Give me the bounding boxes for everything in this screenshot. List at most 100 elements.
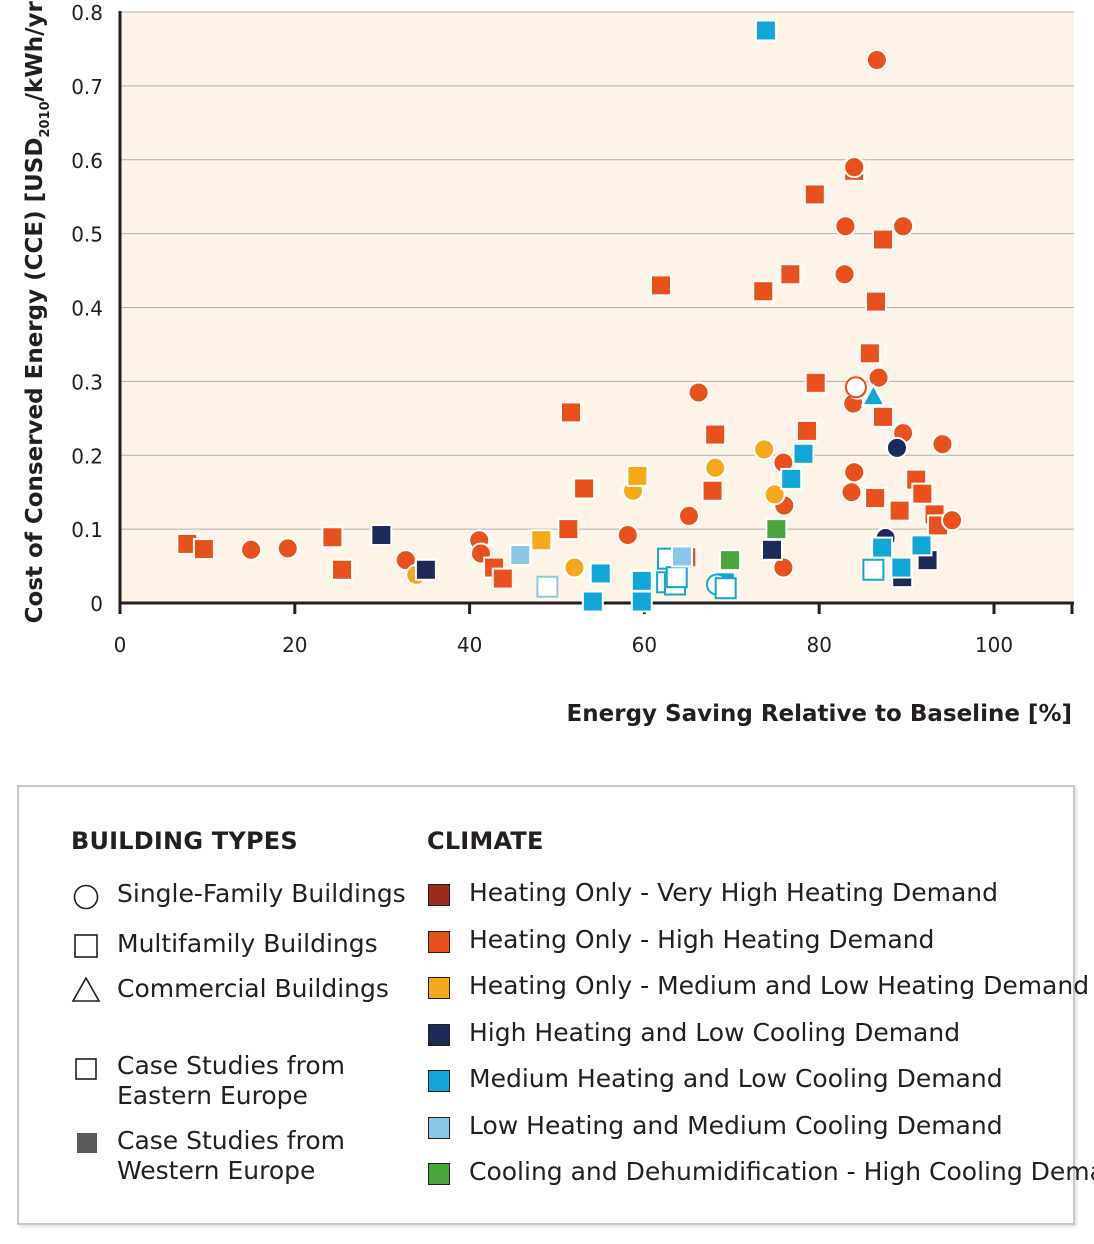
y-tick-label: 0.3 (71, 370, 103, 394)
data-point (804, 371, 827, 394)
data-point (772, 556, 795, 579)
data-point (765, 518, 788, 541)
data-point (865, 49, 888, 72)
y-axis-label-subscript: 2010 (38, 101, 53, 137)
y-tick-label: 0.5 (71, 223, 103, 247)
y-axis-label: Cost of Conserved Energy (CCE) [USD2010/… (22, 0, 53, 623)
y-tick-labels: 0 0.1 0.2 0.3 0.4 0.5 0.6 0.7 0.8 (71, 1, 103, 616)
data-point (890, 556, 913, 579)
data-point (670, 545, 693, 568)
data-point (858, 342, 881, 365)
data-point (888, 499, 911, 522)
data-point (530, 529, 553, 552)
data-point (704, 456, 727, 479)
data-point (491, 567, 514, 590)
data-point (573, 477, 596, 500)
x-axis-label: Energy Saving Relative to Baseline [%] (567, 701, 1072, 727)
x-tick-label: 100 (975, 633, 1013, 657)
data-point (931, 433, 954, 456)
data-point (650, 274, 673, 297)
data-point (414, 558, 437, 581)
data-point (780, 467, 803, 490)
data-point (616, 524, 639, 547)
y-tick-label: 0.4 (71, 297, 103, 321)
data-point (860, 383, 887, 407)
x-tick-label: 80 (806, 633, 831, 657)
data-point (872, 405, 895, 428)
x-tick-label: 0 (114, 633, 127, 657)
legend-item-multifamily: Multifamily Buildings (117, 929, 378, 958)
legend-climate-item: Cooling and Dehumidification - High Cool… (469, 1157, 1094, 1186)
y-tick-label: 0 (90, 592, 103, 616)
data-point (240, 538, 263, 561)
legend-item-single-family: Single-Family Buildings (117, 879, 406, 908)
data-point (833, 263, 856, 286)
data-point (761, 538, 784, 561)
climate-swatch (428, 1070, 450, 1092)
data-point (509, 543, 532, 566)
data-point (536, 575, 559, 598)
data-point (803, 183, 826, 206)
data-point (192, 538, 215, 561)
y-tick-label: 0.2 (71, 444, 103, 468)
data-point (843, 156, 866, 179)
climate-swatch (428, 1023, 450, 1046)
legend-climate-item: Heating Only - Very High Heating Demand (469, 878, 998, 907)
x-tick-labels: 0 20 40 60 80 100 (114, 633, 1013, 657)
data-point (763, 483, 786, 506)
data-point (630, 590, 653, 613)
data-point (795, 419, 818, 442)
data-point (687, 381, 710, 404)
data-point (862, 558, 885, 581)
y-tick-label: 0.6 (71, 149, 103, 173)
climate-swatch (428, 1163, 450, 1185)
data-point (557, 518, 580, 541)
triangle-icon (71, 976, 101, 1002)
circle-icon (73, 884, 99, 910)
scatter-chart: 0 0.1 0.2 0.3 0.4 0.5 0.6 0.7 0.8 0 20 40 60 80 100 C… (22, 0, 1074, 727)
data-point (885, 436, 908, 459)
data-point (589, 562, 612, 585)
data-point (843, 461, 866, 484)
legend-climate-item: Medium Heating and Low Cooling Demand (469, 1064, 1003, 1093)
data-point (704, 423, 727, 446)
y-tick-label: 0.8 (71, 1, 103, 25)
climate-swatch (428, 930, 450, 953)
data-point (630, 569, 653, 592)
legend-climate-item: Heating Only - Medium and Low Heating De… (469, 971, 1090, 1000)
climate-swatch (428, 977, 450, 999)
legend-climate-item: High Heating and Low Cooling Demand (469, 1017, 961, 1047)
x-tick-label: 20 (282, 633, 307, 657)
y-tick-label: 0.7 (71, 75, 103, 99)
x-tick-label: 40 (457, 633, 482, 657)
filled-square-icon (77, 1133, 97, 1153)
data-point (834, 215, 857, 238)
data-point (581, 590, 604, 613)
square-icon (74, 934, 98, 958)
data-point (321, 526, 344, 549)
gridlines (120, 11, 1074, 530)
data-point (677, 504, 700, 527)
data-point (840, 481, 863, 504)
legend-climate-item: Low Heating and Medium Cooling Demand (469, 1110, 1003, 1140)
legend-climate-title: CLIMATE (427, 827, 544, 855)
data-point (754, 19, 777, 42)
data-point (719, 549, 742, 572)
climate-swatch (428, 884, 450, 906)
data-point (701, 479, 724, 502)
data-point (753, 438, 776, 461)
data-point (867, 366, 890, 389)
data-point (864, 487, 887, 510)
data-point (779, 263, 802, 286)
data-point (559, 401, 582, 424)
data-point (563, 556, 586, 579)
data-point (626, 464, 649, 487)
legend-item-commercial: Commercial Buildings (117, 974, 389, 1003)
data-point (872, 228, 895, 251)
data-points (176, 19, 964, 613)
data-point (911, 482, 934, 505)
data-point (941, 509, 964, 532)
climate-swatch (428, 1116, 450, 1139)
data-point (792, 442, 815, 465)
y-tick-label: 0.1 (71, 518, 103, 542)
